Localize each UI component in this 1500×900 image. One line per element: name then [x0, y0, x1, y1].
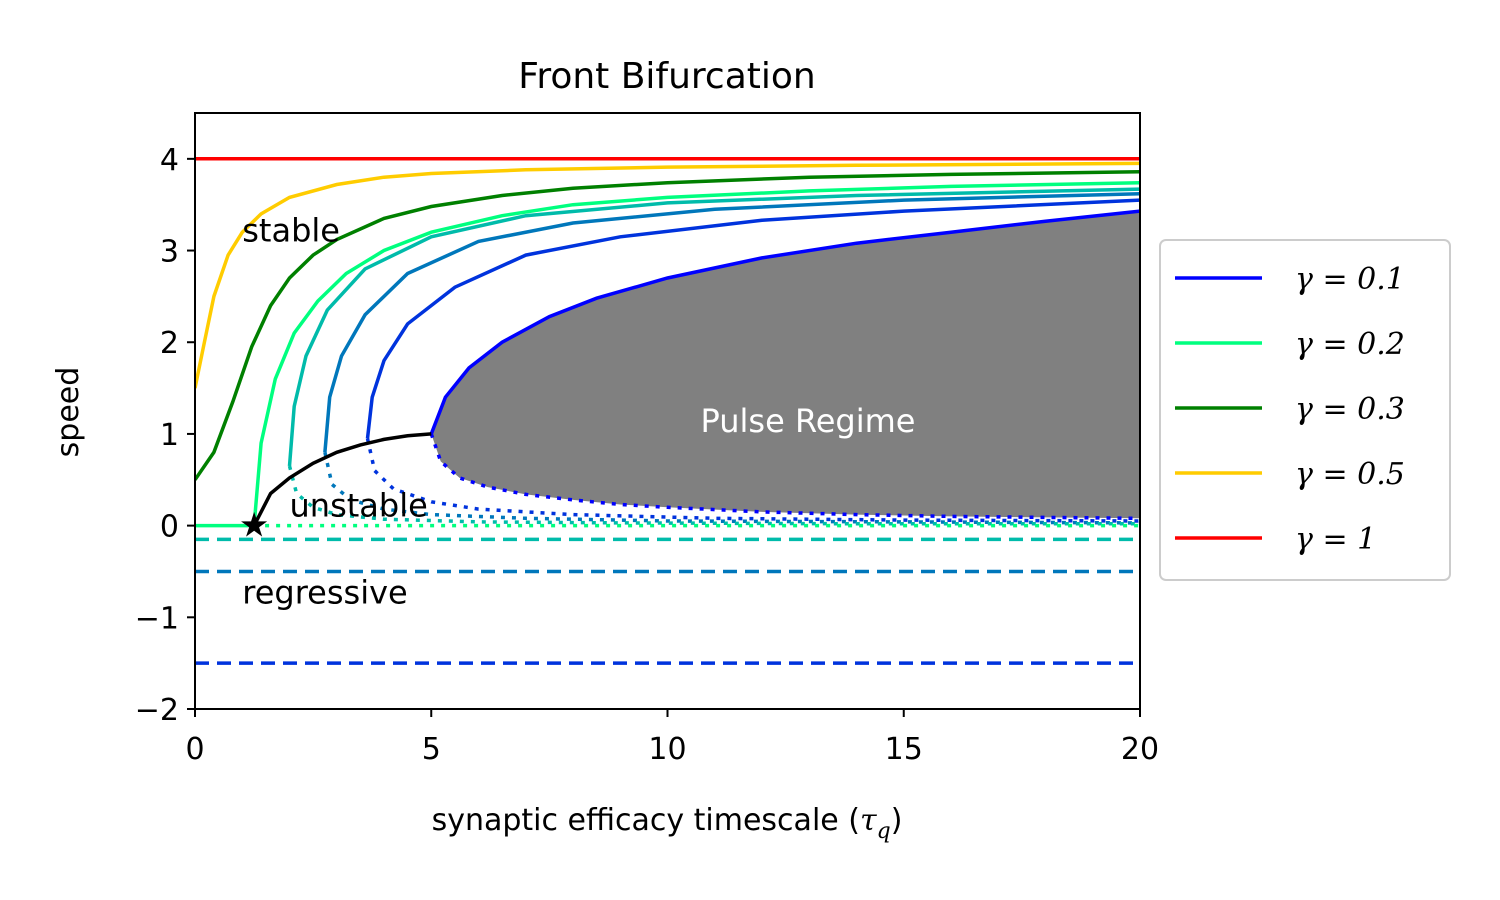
- y-tick-label: 2: [160, 326, 179, 361]
- annotation-stable: stable: [242, 211, 340, 249]
- pulse-regime-region: [431, 211, 1140, 519]
- series-3-unstable-branch: [287, 465, 1140, 526]
- series-3-stable-branch: [287, 187, 1140, 467]
- legend-frame: [1159, 239, 1451, 581]
- legend-label: γ = 0.5: [1295, 457, 1405, 492]
- series-1-unstable-branch: [365, 438, 1140, 523]
- legend: γ = 0.1 γ = 0.2 γ = 0.3 γ = 0.5 γ = 1: [1159, 239, 1451, 581]
- annotation-regressive: regressive: [242, 574, 407, 612]
- annotation-unstable: unstable: [290, 486, 428, 524]
- x-tick-label: 20: [1121, 732, 1159, 767]
- x-tick-label: 15: [885, 732, 923, 767]
- y-tick-label: 0: [160, 510, 179, 545]
- y-tick-label: 3: [160, 235, 179, 270]
- x-axis-label: synaptic efficacy timescale (τq): [432, 803, 903, 844]
- legend-label: γ = 1: [1295, 522, 1376, 557]
- chart-title: Front Bifurcation: [518, 56, 816, 97]
- y-axis: −2 −1 0 1 2 3 4: [135, 143, 195, 728]
- x-tick-label: 0: [185, 732, 204, 767]
- series-0-stable-branch: [429, 209, 1140, 435]
- series-1-stable-branch: [365, 198, 1140, 439]
- legend-items: γ = 0.1 γ = 0.2 γ = 0.3 γ = 0.5 γ = 1: [1175, 262, 1405, 557]
- y-tick-label: 4: [160, 143, 179, 178]
- legend-label: γ = 0.2: [1295, 327, 1405, 362]
- series-2-stable-branch: [323, 191, 1140, 453]
- x-axis: 0 5 10 15 20: [185, 709, 1159, 767]
- legend-label: γ = 0.1: [1295, 262, 1405, 297]
- legend-label: γ = 0.3: [1295, 392, 1405, 427]
- annotation-pulse-regime: Pulse Regime: [701, 402, 916, 440]
- x-tick-label: 10: [648, 732, 686, 767]
- bifurcation-point-star-icon: ★: [239, 506, 269, 546]
- x-tick-label: 5: [422, 732, 441, 767]
- series-5-stable-branch: [195, 169, 1140, 481]
- series-6-stable-branch: [195, 161, 1140, 389]
- y-tick-label: −1: [135, 601, 179, 636]
- y-axis-label: speed: [51, 367, 86, 458]
- plot-area: [195, 157, 1140, 665]
- y-tick-label: −2: [135, 693, 179, 728]
- bifurcation-curve: [252, 432, 432, 527]
- series-4-stable-branch: [252, 180, 1140, 526]
- y-tick-label: 1: [160, 418, 179, 453]
- series-layer: [195, 157, 1140, 665]
